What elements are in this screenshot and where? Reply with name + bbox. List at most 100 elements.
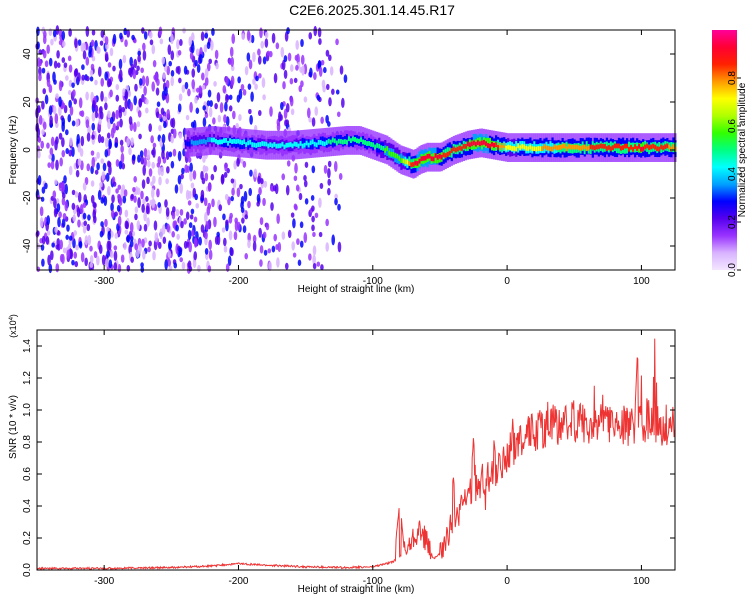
spectrogram-noise-cell bbox=[76, 206, 81, 218]
spectrogram-noise-cell bbox=[161, 149, 165, 160]
spectrogram-ridge-cell bbox=[632, 146, 635, 152]
spectrogram-ridge-cell bbox=[432, 156, 435, 162]
spectrogram-noise-cell bbox=[276, 213, 280, 225]
spectrogram-noise-cell bbox=[66, 249, 71, 260]
spectrogram-ridge-cell bbox=[501, 145, 504, 151]
spectrogram-noise-cell bbox=[248, 108, 252, 115]
spectrogram-noise-cell bbox=[189, 171, 193, 182]
spectrogram-noise-cell bbox=[242, 160, 247, 168]
spectrogram-noise-cell bbox=[50, 250, 54, 261]
snr-plot-area bbox=[37, 330, 675, 570]
spectrogram-noise-cell bbox=[190, 208, 195, 215]
spectrogram-noise-cell bbox=[218, 204, 223, 212]
spectrogram-noise-cell bbox=[68, 64, 73, 73]
spectrogram-noise-cell bbox=[100, 136, 105, 144]
spectrogram-ridge bbox=[184, 126, 677, 179]
spectrogram-noise-cell bbox=[78, 240, 83, 249]
spectrogram-noise-cell bbox=[180, 220, 184, 229]
snr-y-tick-label: 0.4 bbox=[22, 499, 33, 513]
spectrogram-ridge-cell bbox=[533, 141, 536, 151]
spectrogram-noise-cell bbox=[75, 118, 80, 128]
spectrogram-noise-cell bbox=[89, 245, 93, 252]
spectrogram-noise-cell bbox=[283, 69, 288, 79]
spectrogram-noise-cell bbox=[141, 203, 145, 214]
spectrogram-noise-cell bbox=[165, 178, 169, 185]
spectrogram-y-tick-label: 40 bbox=[22, 48, 33, 60]
spectrogram-noise-cell bbox=[71, 146, 75, 158]
spectrogram-ridge-cell bbox=[347, 136, 351, 142]
spectrogram-ridge-cell bbox=[593, 145, 596, 151]
spectrogram-noise-cell bbox=[314, 106, 319, 116]
spectrogram-noise-cell bbox=[112, 122, 117, 134]
spectrogram-noise-cell bbox=[75, 169, 80, 178]
spectrogram-noise-cell bbox=[331, 88, 335, 95]
spectrogram-ridge-cell bbox=[386, 146, 389, 156]
spectrogram-ridge-cell bbox=[571, 144, 574, 150]
spectrogram-noise-cell bbox=[56, 203, 61, 213]
spectrogram-noise-cell bbox=[143, 148, 148, 158]
spectrogram-ridge-cell bbox=[216, 140, 220, 145]
spectrogram-noise-cell bbox=[195, 107, 200, 114]
spectrogram-noise-cell bbox=[262, 197, 266, 207]
spectrogram-noise-cell bbox=[190, 43, 195, 54]
spectrogram-ridge-cell bbox=[406, 159, 409, 165]
spectrogram-noise-cell bbox=[124, 220, 129, 229]
spectrogram-ridge-cell bbox=[271, 143, 274, 149]
spectrogram-noise-cell bbox=[208, 239, 212, 251]
spectrogram-noise-cell bbox=[118, 105, 122, 114]
spectrogram-ridge-cell bbox=[525, 145, 528, 151]
spectrogram-ridge-cell bbox=[575, 144, 578, 150]
spectrogram-noise-cell bbox=[123, 242, 127, 251]
spectrogram-noise-cell bbox=[67, 114, 72, 123]
spectrogram-noise-cell bbox=[74, 260, 79, 268]
spectrogram-noise-cell bbox=[149, 31, 153, 39]
spectrogram-noise-cell bbox=[116, 121, 121, 128]
spectrogram-noise-cell bbox=[184, 81, 189, 90]
spectrogram-ridge-cell bbox=[358, 138, 361, 144]
spectrogram-noise-cell bbox=[126, 29, 131, 38]
spectrogram-ridge-cell bbox=[551, 146, 554, 152]
spectrogram-noise-cell bbox=[100, 77, 105, 87]
snr-x-tick-label: -300 bbox=[94, 576, 114, 587]
spectrogram-noise-cell bbox=[298, 85, 303, 93]
spectrogram-noise-cell bbox=[152, 250, 156, 261]
spectrogram-ridge-cell bbox=[513, 145, 516, 151]
spectrogram-ridge-cell bbox=[400, 158, 403, 164]
spectrogram-noise-cell bbox=[103, 96, 108, 103]
spectrogram-noise-cell bbox=[104, 149, 109, 158]
spectrogram-ridge-cell bbox=[410, 162, 413, 168]
spectrogram-ridge-cell bbox=[654, 144, 657, 150]
spectrogram-noise-cell bbox=[177, 50, 182, 56]
spectrogram-noise-cell bbox=[317, 60, 322, 69]
spectrogram-ridge-cell bbox=[186, 141, 189, 147]
spectrogram-noise-cell bbox=[246, 30, 251, 42]
spectrogram-noise-cell bbox=[185, 114, 190, 121]
spectrogram-noise-cell bbox=[57, 216, 61, 228]
spectrogram-noise-cell bbox=[94, 79, 98, 86]
spectrogram-noise-cell bbox=[207, 182, 212, 192]
spectrogram-noise-cell bbox=[318, 231, 323, 238]
spectrogram-ridge-cell bbox=[609, 141, 613, 152]
spectrogram-noise-cell bbox=[225, 219, 229, 226]
spectrogram-noise-cell bbox=[157, 155, 162, 165]
spectrogram-noise-cell bbox=[142, 250, 146, 260]
spectrogram-noise-cell bbox=[165, 151, 170, 160]
spectrogram-noise-cell bbox=[38, 66, 42, 76]
spectrogram-noise-cell bbox=[55, 136, 59, 145]
spectrogram-ridge-cell bbox=[547, 145, 550, 151]
spectrogram-noise-cell bbox=[200, 224, 205, 233]
spectrogram-noise-cell bbox=[213, 165, 217, 173]
spectrogram-noise-cell bbox=[189, 162, 193, 173]
spectrogram-noise-cell bbox=[159, 38, 164, 45]
spectrogram-noise-cell bbox=[52, 190, 57, 199]
spectrogram-noise-cell bbox=[265, 222, 270, 231]
spectrogram-noise-cell bbox=[82, 202, 87, 208]
spectrogram-ridge-cell bbox=[345, 134, 349, 144]
spectrogram-noise-cell bbox=[146, 149, 151, 160]
spectrogram-ridge-cell bbox=[341, 139, 345, 145]
spectrogram-noise-cell bbox=[133, 195, 137, 203]
spectrogram-noise-cell bbox=[158, 176, 162, 186]
snr-y-tick-label: 0.0 bbox=[22, 563, 33, 577]
spectrogram-noise-cell bbox=[240, 195, 245, 205]
spectrogram-noise-cell bbox=[54, 179, 58, 185]
